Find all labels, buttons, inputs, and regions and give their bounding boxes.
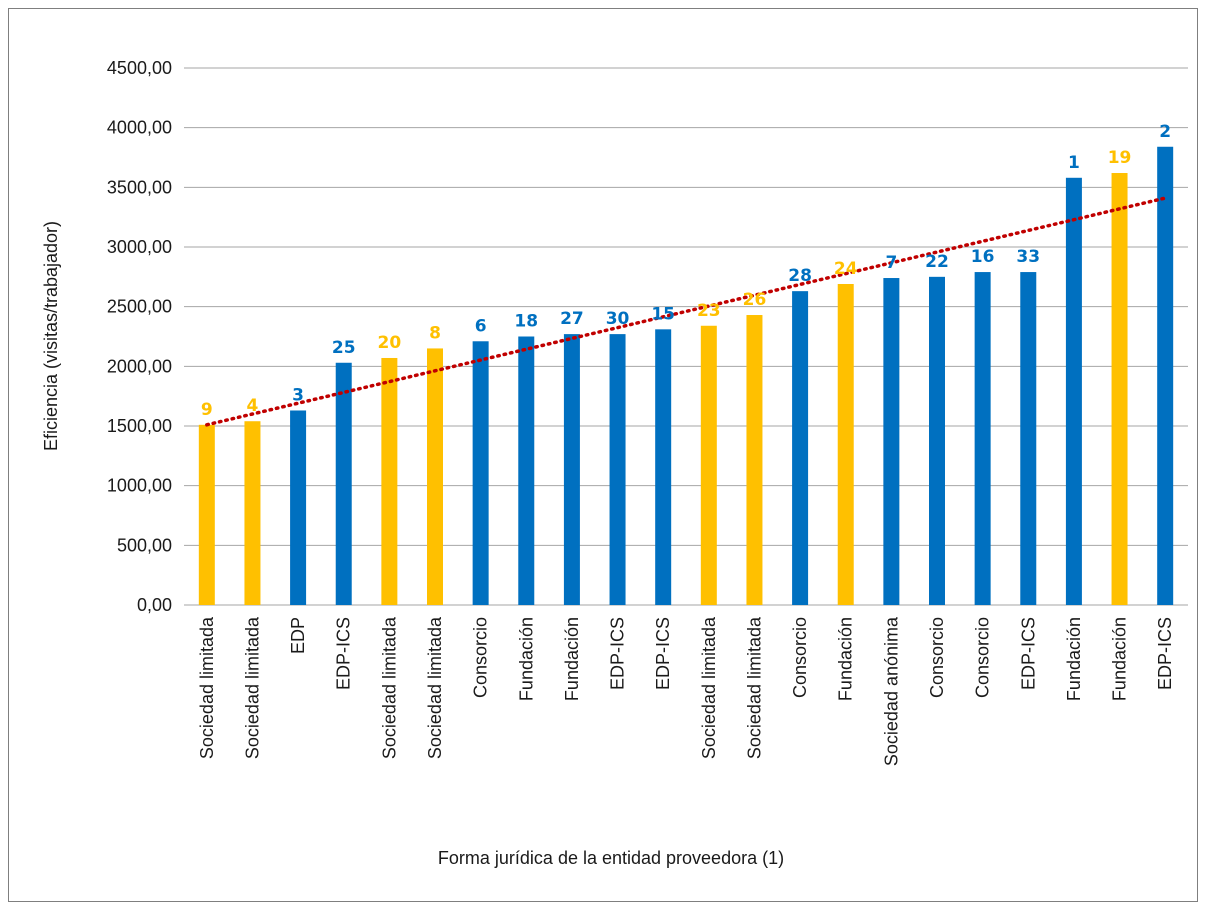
x-tick-label: Consorcio — [927, 617, 947, 698]
x-tick-label: Consorcio — [790, 617, 810, 698]
trendline-group — [205, 196, 1167, 427]
x-tick-label: Sociedad limitada — [425, 616, 445, 759]
data-label: 2 — [1159, 122, 1171, 142]
bars — [198, 146, 1174, 605]
data-label: 1 — [1068, 153, 1080, 173]
bar — [1020, 272, 1037, 605]
bar — [974, 272, 991, 605]
bar — [198, 424, 215, 605]
bar — [883, 278, 900, 605]
data-label: 3 — [292, 385, 304, 405]
y-tick-labels: 0,00 500,00 1000,00 1500,00 2000,00 2500,00 30… — [107, 58, 172, 615]
data-label: 22 — [925, 252, 949, 272]
x-tick-label: Sociedad limitada — [699, 616, 719, 759]
x-tick-label: Consorcio — [973, 617, 993, 698]
y-tick-label: 2500,00 — [107, 297, 172, 317]
data-label: 6 — [475, 316, 487, 336]
x-tick-label: Sociedad limitada — [744, 616, 764, 759]
bar — [655, 329, 672, 605]
x-tick-label: Sociedad limitada — [197, 616, 217, 759]
data-label: 28 — [788, 266, 812, 286]
bar — [290, 410, 307, 605]
x-tick-label: Sociedad anónima — [881, 616, 901, 766]
x-tick-label: Consorcio — [471, 617, 491, 698]
y-tick-label: 1500,00 — [107, 416, 172, 436]
x-tick-label: Fundación — [562, 617, 582, 701]
x-tick-label: EDP-ICS — [1018, 617, 1038, 690]
trendline — [205, 196, 1167, 427]
data-label: 19 — [1108, 148, 1132, 168]
y-tick-label: 2000,00 — [107, 356, 172, 376]
bar — [929, 276, 945, 605]
bar — [427, 348, 443, 605]
x-tick-label: Fundación — [516, 617, 536, 701]
bar — [609, 334, 626, 605]
y-tick-label: 1000,00 — [107, 476, 172, 496]
x-axis-title: Forma jurídica de la entidad proveedora … — [438, 848, 784, 868]
bar — [1065, 177, 1082, 605]
bar — [518, 336, 535, 605]
bar — [381, 357, 398, 605]
data-label: 18 — [514, 312, 538, 332]
data-label: 23 — [697, 301, 721, 321]
bar — [1157, 146, 1174, 605]
bar — [837, 283, 854, 605]
x-tick-labels: Sociedad limitada Sociedad limitada EDP EDP… — [197, 616, 1175, 766]
data-label: 33 — [1016, 247, 1040, 267]
x-tick-label: Sociedad limitada — [379, 616, 399, 759]
bar — [472, 341, 489, 605]
x-tick-label: Sociedad limitada — [242, 616, 262, 759]
data-label: 25 — [332, 338, 356, 358]
y-tick-label: 4000,00 — [107, 118, 172, 138]
x-tick-label: EDP-ICS — [1155, 617, 1175, 690]
y-tick-label: 500,00 — [117, 535, 172, 555]
x-tick-label: Fundación — [836, 617, 856, 701]
x-tick-label: Fundación — [1064, 617, 1084, 701]
data-label: 24 — [834, 259, 858, 279]
y-tick-label: 3000,00 — [107, 237, 172, 257]
data-label: 7 — [885, 253, 897, 273]
bar — [335, 362, 352, 605]
data-label: 27 — [560, 309, 584, 329]
data-label: 9 — [201, 400, 213, 420]
gridlines — [184, 67, 1188, 606]
data-label: 30 — [606, 309, 630, 329]
bar — [792, 291, 809, 605]
x-tick-label: EDP-ICS — [608, 617, 628, 690]
y-tick-label: 0,00 — [137, 595, 172, 615]
x-tick-label: EDP — [288, 617, 308, 654]
bar — [746, 315, 763, 605]
data-label: 26 — [743, 290, 767, 310]
bar — [563, 334, 580, 605]
y-tick-label: 3500,00 — [107, 177, 172, 197]
bar — [244, 421, 261, 605]
y-axis-title: Eficiencia (visitas/trabajador) — [41, 221, 61, 451]
bar — [700, 325, 717, 605]
data-label: 8 — [429, 323, 441, 343]
data-labels: 9 4 3 25 20 8 6 18 27 30 15 23 26 28 24 7 22 16 33 1 19 2 — [201, 122, 1171, 420]
bar — [1111, 173, 1128, 605]
data-label: 4 — [247, 396, 259, 416]
x-tick-label: EDP-ICS — [334, 617, 354, 690]
y-tick-label: 4500,00 — [107, 58, 172, 78]
x-tick-label: Fundación — [1110, 617, 1130, 701]
x-tick-label: EDP-ICS — [653, 617, 673, 690]
data-label: 16 — [971, 247, 995, 267]
data-label: 15 — [651, 304, 675, 324]
data-label: 20 — [378, 333, 402, 353]
